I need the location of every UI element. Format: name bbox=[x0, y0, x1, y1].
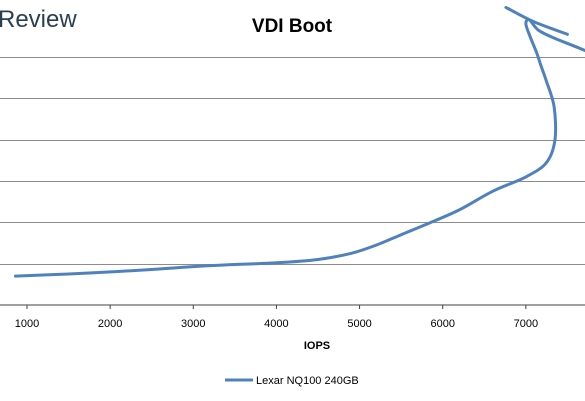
x-tick-label: 6000 bbox=[430, 318, 454, 330]
x-axis-label: IOPS bbox=[304, 340, 330, 352]
series-line-lexar-nq100-240gb bbox=[13, 18, 585, 278]
x-tick-label: 3000 bbox=[181, 318, 205, 330]
chart-title: VDI Boot bbox=[252, 16, 333, 37]
x-tick-labels: 1000 2000 3000 4000 5000 6000 7000 bbox=[15, 305, 538, 330]
x-tick-label: 7000 bbox=[514, 318, 538, 330]
legend-label-lexar-nq100-240gb: Lexar NQ100 240GB bbox=[256, 375, 359, 387]
x-tick-label: 2000 bbox=[98, 318, 122, 330]
x-tick-label: 5000 bbox=[347, 318, 371, 330]
series-lines bbox=[13, 5, 585, 278]
x-tick-label: 4000 bbox=[264, 318, 288, 330]
legend: Lexar NQ100 240GB bbox=[225, 375, 359, 387]
series-line-segment bbox=[504, 5, 569, 36]
gridlines bbox=[0, 57, 585, 265]
x-tick-label: 1000 bbox=[15, 318, 39, 330]
review-logo-text: Review bbox=[0, 6, 77, 33]
